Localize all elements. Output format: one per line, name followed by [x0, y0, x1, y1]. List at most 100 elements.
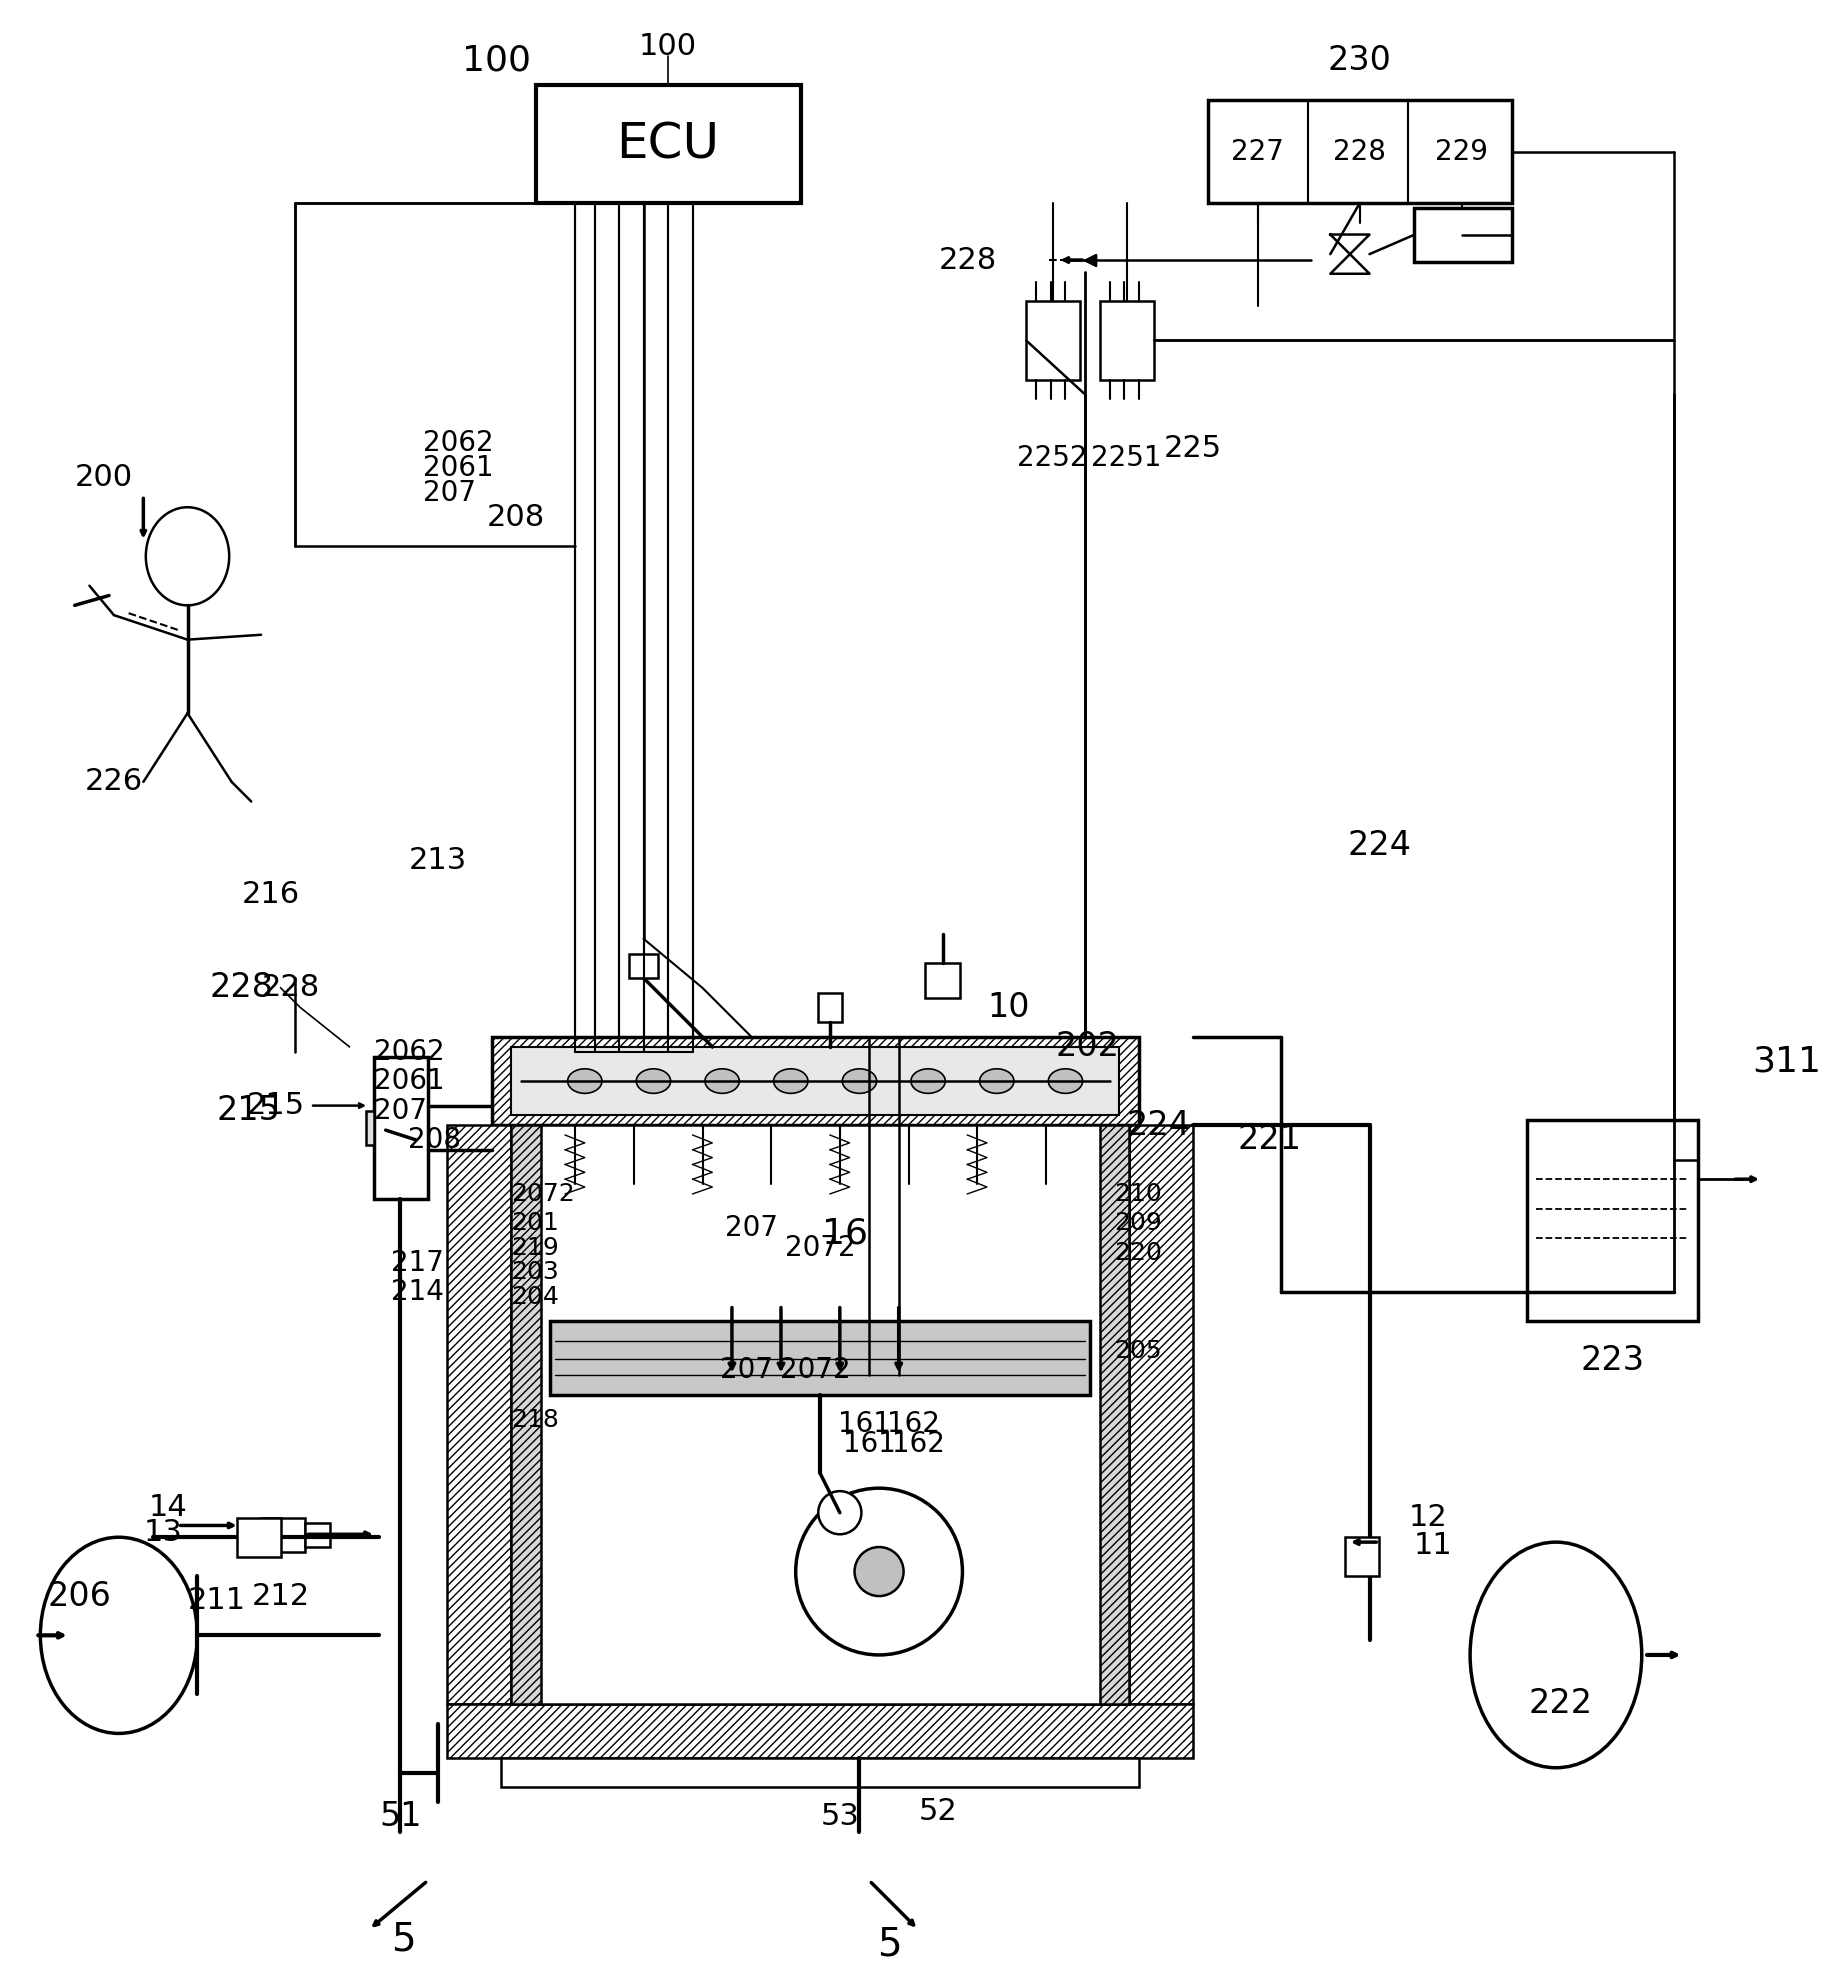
Text: 2072: 2072 [780, 1357, 850, 1384]
Bar [1207, 100, 1512, 203]
Ellipse shape [1048, 1069, 1083, 1093]
Bar [501, 1758, 1138, 1788]
Bar [628, 953, 658, 979]
Text: 208: 208 [486, 502, 545, 532]
Text: 51: 51 [379, 1800, 421, 1833]
Text: 228: 228 [1332, 138, 1386, 165]
Text: 100: 100 [462, 43, 530, 79]
Bar [551, 1321, 1088, 1394]
Circle shape [854, 1548, 904, 1597]
Text: 162: 162 [887, 1410, 939, 1439]
Bar [1026, 301, 1079, 380]
Text: 14: 14 [148, 1493, 187, 1522]
Text: 228: 228 [261, 973, 320, 1002]
Text: 210: 210 [1114, 1181, 1162, 1205]
Bar [536, 85, 800, 203]
Text: 223: 223 [1580, 1345, 1643, 1376]
Text: 215: 215 [248, 1091, 305, 1120]
Ellipse shape [704, 1069, 739, 1093]
Text: 216: 216 [242, 880, 299, 910]
Text: 224: 224 [1347, 829, 1410, 862]
Text: 228: 228 [211, 971, 274, 1004]
Text: 5: 5 [876, 1926, 900, 1963]
Text: 213: 213 [408, 847, 466, 874]
Text: 206: 206 [48, 1579, 111, 1613]
Ellipse shape [911, 1069, 944, 1093]
Text: 207: 207 [373, 1097, 427, 1124]
Bar [447, 1124, 510, 1703]
Text: 220: 220 [1114, 1240, 1162, 1264]
Text: 2251: 2251 [1090, 445, 1161, 473]
Bar [373, 1057, 427, 1199]
Text: 230: 230 [1327, 45, 1392, 77]
Text: 2062: 2062 [373, 1038, 444, 1065]
Text: 214: 214 [390, 1278, 444, 1305]
Text: 209: 209 [1114, 1211, 1162, 1235]
Text: 207: 207 [719, 1357, 772, 1384]
Bar [1414, 209, 1512, 262]
Text: 12: 12 [1408, 1502, 1447, 1532]
Bar [819, 992, 841, 1022]
Text: 225: 225 [1162, 433, 1222, 463]
Text: 222: 222 [1528, 1687, 1591, 1721]
Text: 217: 217 [390, 1248, 444, 1276]
Text: 2062: 2062 [423, 429, 493, 457]
Text: 203: 203 [510, 1260, 558, 1284]
Bar [1129, 1124, 1192, 1703]
Text: 227: 227 [1231, 138, 1284, 165]
Bar [492, 1038, 1138, 1124]
Text: 204: 204 [510, 1286, 558, 1309]
Bar [1526, 1120, 1696, 1321]
Text: 226: 226 [85, 768, 142, 795]
Text: 2252: 2252 [1016, 445, 1087, 473]
Text: 229: 229 [1434, 138, 1488, 165]
Text: 16: 16 [821, 1217, 867, 1250]
Text: 224: 224 [1125, 1109, 1190, 1142]
Ellipse shape [843, 1069, 876, 1093]
Bar [510, 1124, 540, 1703]
Bar [1100, 1124, 1129, 1703]
Bar [510, 1048, 1118, 1114]
Text: 10: 10 [987, 990, 1029, 1024]
Text: 207: 207 [724, 1215, 778, 1242]
Bar [1343, 1538, 1379, 1577]
Ellipse shape [1469, 1542, 1641, 1768]
Bar [237, 1518, 281, 1557]
Text: 219: 219 [510, 1237, 558, 1260]
Ellipse shape [772, 1069, 808, 1093]
Text: 211: 211 [187, 1587, 246, 1615]
Text: 202: 202 [1055, 1030, 1120, 1063]
Text: 208: 208 [408, 1126, 460, 1154]
Text: 221: 221 [1236, 1124, 1301, 1156]
Text: 228: 228 [939, 246, 996, 274]
Text: 11: 11 [1414, 1530, 1453, 1559]
Text: 52: 52 [918, 1798, 957, 1827]
Text: 212: 212 [251, 1581, 309, 1611]
Text: 161: 161 [843, 1429, 894, 1457]
Text: 161: 161 [837, 1410, 891, 1439]
Text: ECU: ECU [615, 120, 719, 167]
Bar [924, 963, 959, 998]
Text: 218: 218 [510, 1408, 558, 1431]
Text: 311: 311 [1752, 1044, 1820, 1079]
Ellipse shape [146, 508, 229, 604]
Ellipse shape [567, 1069, 602, 1093]
Text: 201: 201 [510, 1211, 558, 1235]
Text: 13: 13 [144, 1518, 183, 1548]
Bar [1100, 301, 1153, 380]
Bar [510, 1124, 1129, 1703]
Text: 100: 100 [639, 32, 697, 61]
Bar [693, 1270, 1026, 1305]
Ellipse shape [636, 1069, 671, 1093]
Text: 207: 207 [423, 478, 475, 506]
Circle shape [819, 1491, 861, 1534]
Text: 2072: 2072 [510, 1181, 575, 1205]
Bar [261, 1518, 305, 1552]
Text: 162: 162 [891, 1429, 944, 1457]
Text: 215: 215 [216, 1095, 281, 1126]
Bar [366, 1111, 373, 1144]
Circle shape [795, 1489, 963, 1654]
Text: 2072: 2072 [785, 1235, 856, 1262]
Ellipse shape [979, 1069, 1013, 1093]
Bar [447, 1703, 1192, 1758]
